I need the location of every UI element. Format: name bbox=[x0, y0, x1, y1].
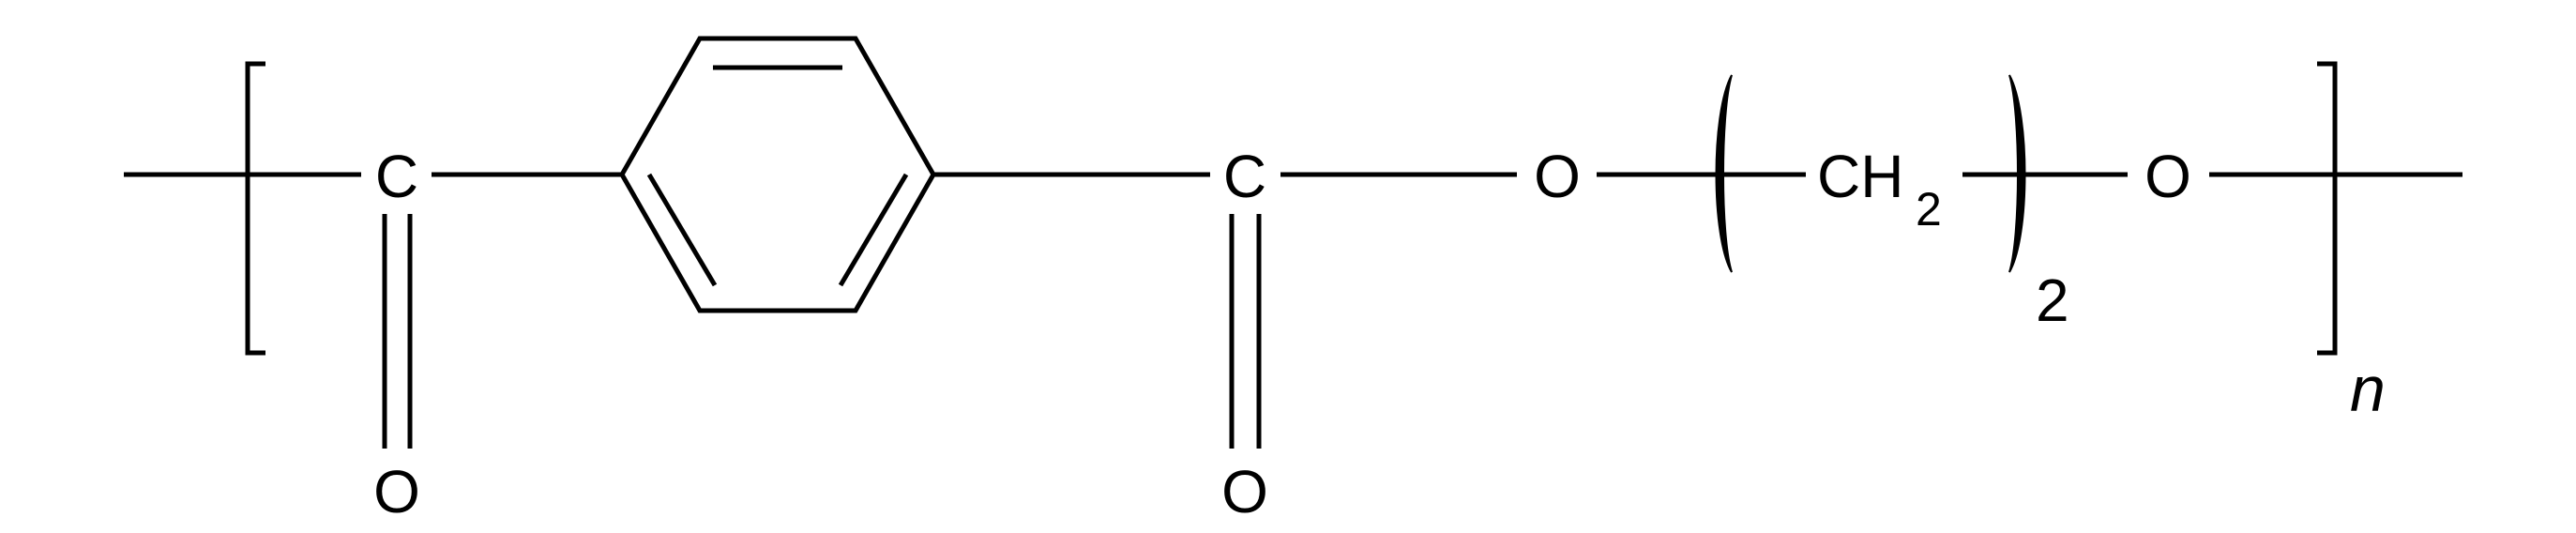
benzene-ring bbox=[619, 36, 936, 313]
carbonyl-oxygen-2-label: O bbox=[1221, 458, 1268, 525]
polymer-subscript-n: n bbox=[2350, 354, 2386, 425]
right-parenthesis bbox=[2008, 74, 2026, 273]
right-square-bracket bbox=[2317, 61, 2338, 356]
methylene-group-label: CH bbox=[1817, 143, 1903, 210]
benzene-inner-bond-right bbox=[838, 173, 909, 287]
left-parenthesis bbox=[1715, 74, 1733, 273]
ester-oxygen-2-label: O bbox=[2144, 143, 2191, 210]
carbonyl-oxygen-1-label: O bbox=[373, 458, 420, 525]
left-square-bracket bbox=[245, 61, 265, 356]
carbonyl-carbon-2-label: C bbox=[1223, 143, 1266, 210]
benzene-inner-bond-left bbox=[646, 173, 718, 287]
ester-oxygen-1-label: O bbox=[1534, 143, 1581, 210]
methylene-hydrogen-count: 2 bbox=[1916, 183, 1942, 236]
carbonyl-carbon-1-label: C bbox=[375, 143, 418, 210]
methylene-repeat-subscript: 2 bbox=[2036, 266, 2069, 334]
